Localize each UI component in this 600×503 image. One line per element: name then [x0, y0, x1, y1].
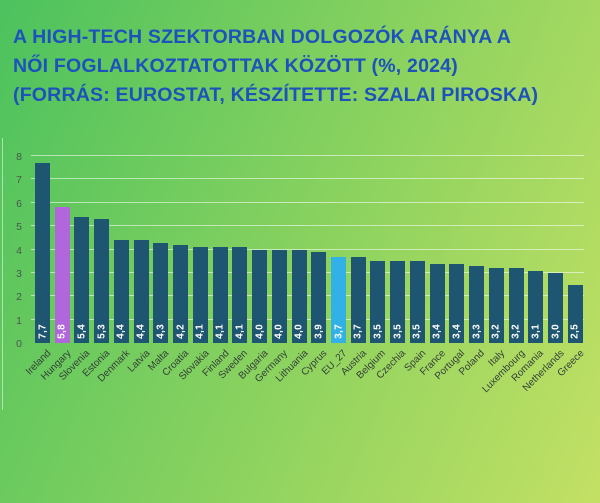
bar-value-label: 4,1	[194, 324, 206, 339]
bar-value-label: 3,5	[392, 324, 404, 339]
bar-finland: 4,1	[212, 247, 228, 343]
chart-title: A HIGH-TECH SZEKTORBAN DOLGOZÓK ARÁNYA A…	[13, 23, 538, 110]
bar-malta: 4,3	[153, 242, 169, 343]
bar-value-label: 5,4	[76, 324, 88, 339]
bar-denmark: 4,4	[113, 240, 129, 343]
y-axis-label-4: 4	[16, 244, 22, 257]
gridline-4	[31, 248, 584, 250]
bar-netherlands: 3,0	[548, 272, 564, 343]
bar-value-label: 4,0	[273, 324, 285, 339]
bar-value-label: 4,2	[175, 324, 187, 339]
gridline-1	[31, 318, 584, 320]
bar-romania: 3,1	[528, 270, 544, 343]
title-line-1: A HIGH-TECH SZEKTORBAN DOLGOZÓK ARÁNYA A	[13, 26, 512, 48]
bar-slovenia: 5,4	[74, 216, 90, 343]
bar-value-label: 3,2	[490, 324, 502, 339]
bar-luxembourg: 3,2	[508, 268, 524, 343]
bar-value-label: 4,0	[254, 324, 266, 339]
gridline-3	[31, 271, 584, 273]
bar-germany: 4,0	[271, 249, 287, 343]
title-line-3: (FORRÁS: EUROSTAT, KÉSZÍTETTE: SZALAI PI…	[13, 84, 539, 106]
bar-value-label: 5,3	[96, 324, 108, 339]
y-axis-label-5: 5	[16, 221, 22, 234]
bar-latvia: 4,4	[133, 240, 149, 343]
bar-france: 3,4	[429, 263, 445, 343]
y-axis-label-1: 1	[16, 314, 22, 327]
bar-value-label: 3,9	[313, 324, 325, 339]
bar-greece: 2,5	[567, 284, 583, 343]
bar-lithuania: 4,0	[291, 249, 307, 343]
bar-eu-27: 3,7	[331, 256, 347, 343]
bar-value-label: 3,5	[372, 324, 384, 339]
bar-ireland: 7,7	[35, 163, 50, 343]
plot-area: 0 1 2 3 4 5 6 7 8 7,7 5,8 5,4 5,3 4,4 4,4 4,3 4,2 4,1 4,1 4…	[16, 151, 586, 395]
bar-value-label: 3,5	[411, 324, 423, 339]
title-line-2: NŐI FOGLALKOZTATOTTAK KÖZÖTT (%, 2024)	[13, 55, 458, 77]
bar-sweden: 4,1	[232, 247, 248, 343]
y-axis-label-0: 0	[16, 338, 22, 350]
bar-value-label: 3,1	[530, 324, 542, 339]
bars-group: 7,7 5,8 5,4 5,3 4,4 4,4 4,3 4,2 4,1 4,1 4,1 4,0 4,0 4…	[31, 156, 584, 343]
y-axis-label-8: 8	[16, 151, 22, 163]
bar-bulgaria: 4,0	[252, 249, 268, 343]
bar-value-label: 4,0	[293, 324, 305, 339]
gridline-7	[31, 178, 584, 180]
bar-value-label: 2,5	[569, 324, 581, 339]
bar-portugal: 3,4	[449, 263, 465, 343]
y-axis-label-6: 6	[16, 197, 22, 210]
bar-italy: 3,2	[488, 268, 504, 343]
bar-value-label: 3,3	[471, 324, 483, 339]
y-axis-label-7: 7	[16, 174, 22, 187]
gridline-8	[31, 155, 584, 156]
gridline-6	[31, 201, 584, 203]
bar-spain: 3,5	[409, 261, 425, 343]
bar-value-label: 3,4	[451, 324, 463, 339]
bar-value-label: 4,4	[135, 324, 147, 339]
bar-value-label: 5,8	[56, 324, 68, 339]
bar-value-label: 3,7	[333, 324, 345, 339]
bar-value-label: 3,7	[352, 324, 364, 339]
gridline-5	[31, 225, 584, 227]
bar-value-label: 4,3	[155, 324, 167, 339]
bar-austria: 3,7	[350, 256, 366, 343]
bar-value-label: 4,1	[214, 324, 226, 339]
y-axis-label-2: 2	[16, 291, 22, 304]
bar-value-label: 4,1	[234, 324, 246, 339]
bar-value-label: 3,0	[550, 324, 562, 339]
bar-slovakia: 4,1	[192, 247, 208, 343]
bar-hungary: 5,8	[54, 207, 70, 343]
bar-czechia: 3,5	[390, 261, 406, 343]
bar-belgium: 3,5	[370, 261, 386, 343]
gridline-2	[31, 295, 584, 297]
bar-cyprus: 3,9	[311, 251, 327, 343]
bar-estonia: 5,3	[94, 219, 110, 343]
plot-left-border	[2, 138, 3, 410]
bar-poland: 3,3	[469, 265, 485, 343]
bar-croatia: 4,2	[173, 244, 189, 343]
bar-value-label: 7,7	[37, 324, 48, 339]
bar-value-label: 3,2	[510, 324, 522, 339]
bar-value-label: 4,4	[115, 324, 127, 339]
bar-value-label: 3,4	[431, 324, 443, 339]
y-axis-label-3: 3	[16, 267, 22, 280]
